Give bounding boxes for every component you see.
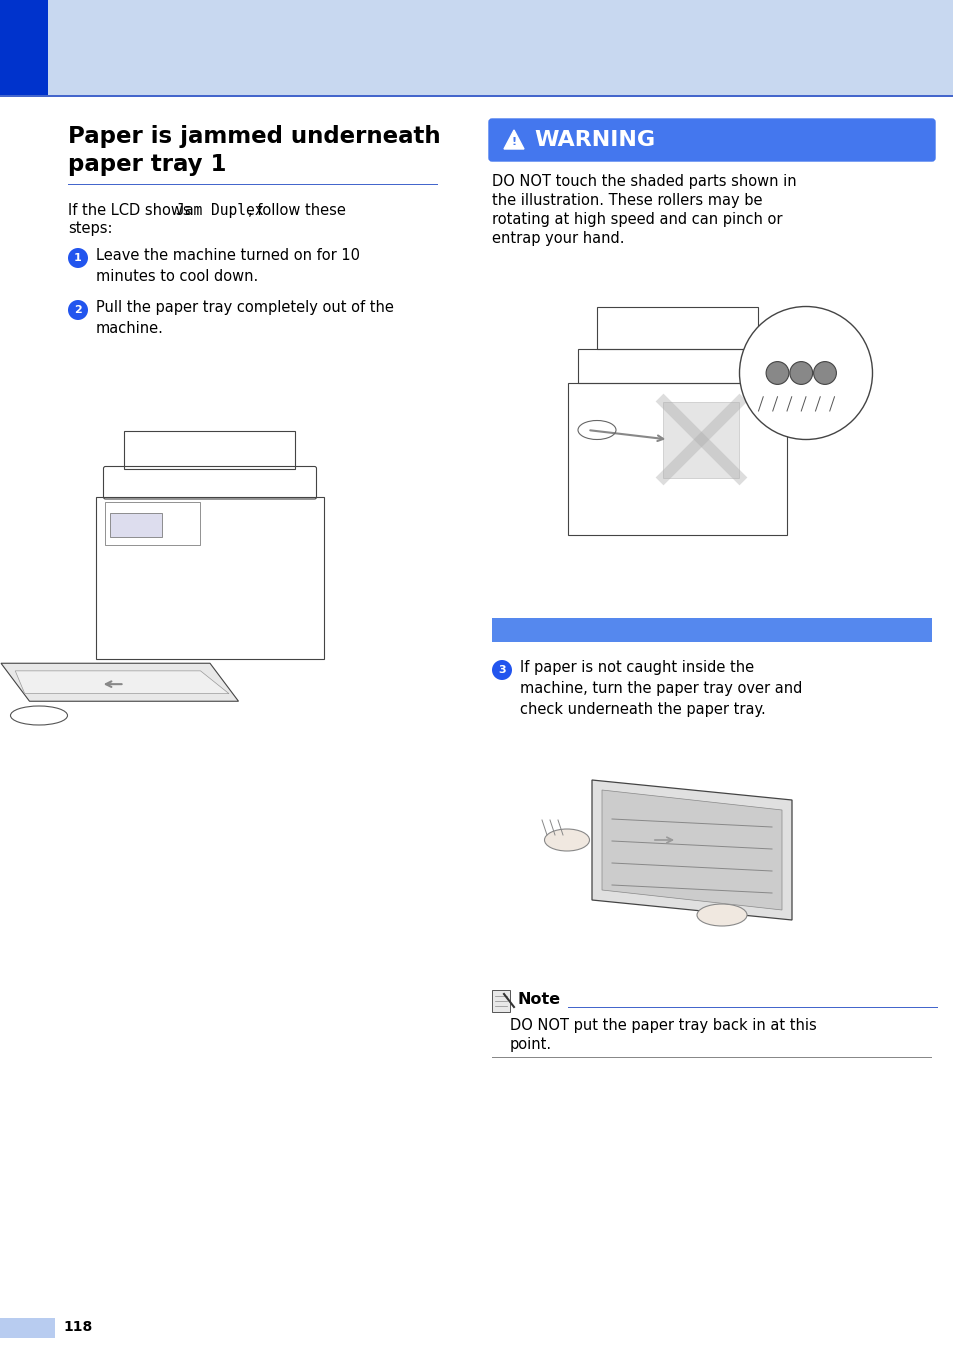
Polygon shape <box>503 129 523 150</box>
Bar <box>597 306 758 349</box>
Text: 118: 118 <box>63 1320 92 1335</box>
Text: rotating at high speed and can pinch or: rotating at high speed and can pinch or <box>492 212 781 226</box>
Bar <box>68 183 437 185</box>
Text: , follow these: , follow these <box>248 204 346 218</box>
Text: !: ! <box>511 137 516 147</box>
Text: 1: 1 <box>74 253 82 263</box>
Text: WARNING: WARNING <box>534 129 655 150</box>
Text: steps:: steps: <box>68 221 112 236</box>
Bar <box>96 497 324 659</box>
Bar <box>0 94 953 97</box>
Bar <box>567 1007 937 1008</box>
Bar <box>568 383 786 535</box>
Bar <box>125 430 295 469</box>
Polygon shape <box>1 663 238 701</box>
Bar <box>106 501 200 545</box>
Text: 3: 3 <box>497 665 505 675</box>
Text: paper tray 1: paper tray 1 <box>68 154 226 177</box>
Text: entrap your hand.: entrap your hand. <box>492 231 624 245</box>
Circle shape <box>789 361 812 384</box>
Circle shape <box>813 361 836 384</box>
Text: If the LCD shows: If the LCD shows <box>68 204 195 218</box>
Bar <box>492 989 510 1012</box>
Text: Jam Duplex: Jam Duplex <box>175 204 263 218</box>
Bar <box>0 0 48 94</box>
Circle shape <box>68 248 88 268</box>
Text: Note: Note <box>517 992 560 1007</box>
Text: point.: point. <box>510 1037 552 1051</box>
Polygon shape <box>592 780 791 919</box>
Polygon shape <box>601 790 781 910</box>
Circle shape <box>739 306 872 439</box>
Circle shape <box>68 301 88 319</box>
Text: DO NOT touch the shaded parts shown in: DO NOT touch the shaded parts shown in <box>492 174 796 189</box>
Bar <box>492 617 931 642</box>
Text: DO NOT put the paper tray back in at this: DO NOT put the paper tray back in at thi… <box>510 1018 816 1033</box>
Circle shape <box>765 361 788 384</box>
Polygon shape <box>15 671 229 694</box>
Text: Paper is jammed underneath: Paper is jammed underneath <box>68 125 440 148</box>
Text: Pull the paper tray completely out of the
machine.: Pull the paper tray completely out of th… <box>96 301 394 336</box>
Circle shape <box>492 661 512 679</box>
Bar <box>111 514 162 537</box>
Bar <box>0 1318 55 1339</box>
FancyBboxPatch shape <box>489 119 934 160</box>
Bar <box>578 349 777 383</box>
Text: 2: 2 <box>74 305 82 315</box>
Text: If paper is not caught inside the
machine, turn the paper tray over and
check un: If paper is not caught inside the machin… <box>519 661 801 717</box>
Text: the illustration. These rollers may be: the illustration. These rollers may be <box>492 193 761 208</box>
Bar <box>662 402 739 477</box>
Ellipse shape <box>544 829 589 851</box>
Text: Leave the machine turned on for 10
minutes to cool down.: Leave the machine turned on for 10 minut… <box>96 248 359 284</box>
Ellipse shape <box>697 905 746 926</box>
Bar <box>0 0 953 94</box>
